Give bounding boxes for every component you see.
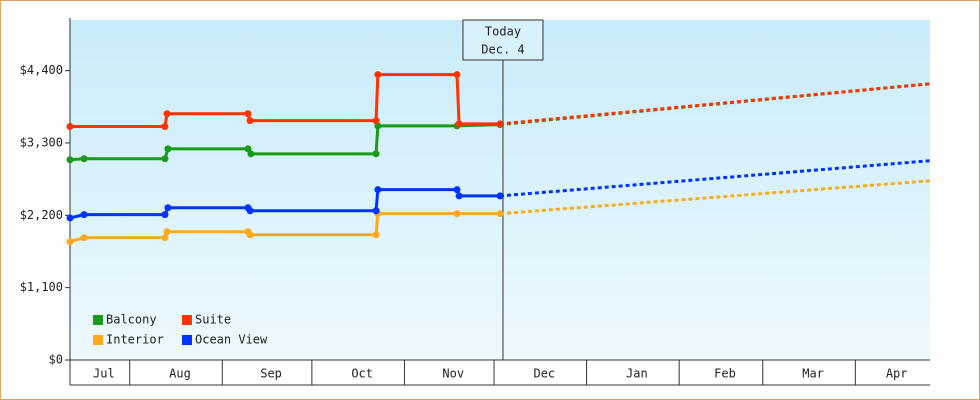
price-point [66, 123, 74, 131]
price-point [247, 150, 255, 158]
x-tick-label: Apr [886, 367, 908, 381]
price-point [372, 231, 380, 239]
price-point [496, 120, 504, 128]
price-point [80, 211, 88, 219]
price-point [161, 234, 169, 242]
y-tick-label: $0 [49, 353, 63, 367]
forecast-line [499, 82, 931, 126]
y-tick-label: $3,300 [20, 135, 63, 149]
price-point [161, 123, 169, 131]
x-tick-label: Aug [169, 367, 191, 381]
price-point [80, 234, 88, 242]
price-point [455, 192, 463, 200]
price-point [374, 71, 382, 79]
legend-swatch [182, 315, 192, 325]
price-point [496, 192, 504, 200]
price-point [246, 231, 254, 239]
legend-label: Suite [195, 313, 231, 327]
x-tick-label: Oct [351, 367, 373, 381]
legend-label: Interior [106, 333, 164, 347]
x-tick-label: Feb [714, 367, 736, 381]
price-point [163, 228, 171, 236]
price-point [66, 156, 74, 164]
legend-label: Balcony [106, 313, 157, 327]
x-tick-label: Jan [626, 367, 648, 381]
price-point [66, 238, 74, 246]
price-point [372, 117, 380, 125]
today-label: Today [485, 25, 521, 39]
price-point [374, 122, 382, 130]
y-tick-label: $1,100 [20, 280, 63, 294]
x-tick-label: Mar [802, 367, 824, 381]
price-point [246, 207, 254, 215]
price-point [453, 210, 461, 218]
forecast-line [499, 179, 931, 216]
price-line [70, 73, 500, 129]
price-point [453, 186, 461, 194]
price-point [80, 155, 88, 163]
today-label: Dec. 4 [481, 43, 524, 57]
legend-label: Ocean View [195, 333, 268, 347]
plot-area [70, 20, 930, 360]
x-tick-label: Nov [442, 367, 464, 381]
price-point [453, 71, 461, 79]
price-point [164, 204, 172, 212]
price-point [161, 211, 169, 219]
today-box [462, 19, 544, 61]
price-point [246, 117, 254, 125]
price-point [455, 120, 463, 128]
forecast-line [499, 159, 931, 198]
legend-swatch [93, 335, 103, 345]
price-point [163, 110, 171, 118]
price-point [66, 214, 74, 222]
legend-swatch [93, 315, 103, 325]
price-point [372, 150, 380, 158]
x-tick-label: Sep [260, 367, 282, 381]
legend-swatch [182, 335, 192, 345]
price-point [372, 207, 380, 215]
price-point [164, 145, 172, 153]
y-tick-label: $2,200 [20, 208, 63, 222]
x-tick-label: Jul [93, 367, 115, 381]
price-point [374, 186, 382, 194]
y-tick-label: $4,400 [20, 63, 63, 77]
price-point [244, 110, 252, 118]
x-tick-label: Dec [533, 367, 555, 381]
price-point [161, 155, 169, 163]
price-point [496, 210, 504, 218]
